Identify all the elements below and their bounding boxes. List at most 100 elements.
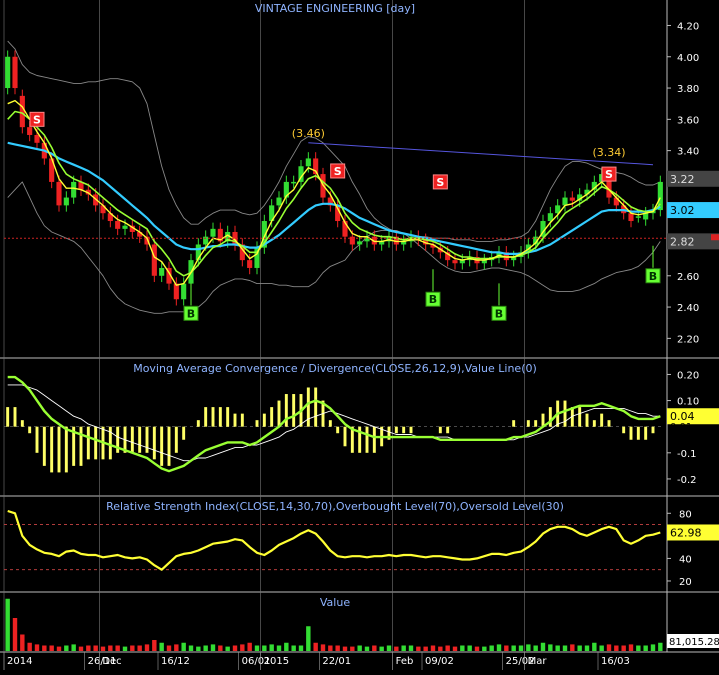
x-tick-label: 16/03 (601, 656, 630, 667)
buy-signal-marker[interactable]: B (183, 283, 199, 321)
volume-bar (570, 644, 575, 651)
price-tag-label: 2.82 (670, 235, 695, 248)
candle-body (49, 158, 55, 182)
volume-bar (196, 646, 201, 651)
candle-body (511, 257, 517, 261)
candle-body (606, 174, 612, 198)
candle-body (327, 197, 333, 206)
volume-bar (49, 645, 54, 651)
signal-box (491, 305, 507, 321)
candle-body (386, 236, 392, 242)
candle-body (555, 205, 561, 214)
candle-body (5, 56, 11, 89)
x-tick-label: Feb (396, 656, 414, 667)
volume-bar (188, 645, 194, 651)
macd-y-tick-label: 0.20 (677, 370, 699, 381)
macd-panel[interactable] (4, 375, 664, 473)
candle-body (122, 225, 128, 229)
price-y-tick-label: 3.60 (677, 115, 699, 126)
price-y-tick-label: 3.40 (677, 147, 699, 158)
volume-panel[interactable] (5, 598, 663, 651)
candle-body (533, 236, 539, 245)
candle-body (210, 228, 216, 237)
candle-body (635, 216, 641, 218)
rsi-panel[interactable] (4, 509, 664, 571)
candle-body (628, 213, 634, 222)
signal-letter: B (649, 270, 657, 283)
candle-body (166, 267, 172, 284)
candle-body (283, 181, 289, 198)
volume-bar (533, 645, 538, 651)
slow-moving-average-line (7, 141, 661, 255)
volume-bar (584, 645, 590, 651)
sell-signal-marker[interactable]: S (432, 174, 448, 190)
buy-signal-marker[interactable]: B (425, 269, 441, 307)
volume-panel-title: Value (320, 596, 350, 609)
candle-body (203, 236, 209, 245)
volume-bar (93, 645, 98, 651)
candle-body (547, 213, 553, 222)
candle-body (562, 197, 568, 206)
volume-bar (5, 598, 10, 651)
sell-signal-marker[interactable]: S (330, 163, 346, 179)
volume-bar (577, 645, 582, 651)
candle-body (540, 221, 546, 237)
volume-bar (328, 645, 333, 651)
volume-bar (64, 645, 69, 651)
volume-bar (56, 646, 62, 651)
price-panel[interactable]: (3.46) (3.34) S B S S B B S B (4, 40, 719, 321)
macd-panel-title: Moving Average Convergence / Divergence(… (133, 362, 537, 375)
volume-bar (166, 645, 172, 651)
sell-signal-marker[interactable]: S (29, 111, 45, 127)
candle-body (56, 181, 62, 206)
bollinger-lower-line (7, 181, 661, 314)
candle-body (569, 197, 575, 201)
macd-signal-line (7, 384, 661, 462)
resistance-trendline (308, 142, 654, 166)
sell-signal-marker[interactable]: S (601, 166, 617, 182)
volume-bar (416, 646, 421, 651)
volume-bar (181, 642, 186, 651)
volume-bar (643, 645, 648, 651)
volume-value-tag-label: 81,015.28 (669, 637, 719, 648)
volume-bar (474, 646, 480, 651)
macd-y-tick-label: -0.2 (677, 475, 697, 486)
candle-body (342, 221, 348, 237)
candle-body (12, 56, 18, 89)
volume-bar (203, 645, 208, 651)
price-panel-title: VINTAGE ENGINEERING [day] (255, 2, 415, 15)
price-y-tick-label: 3.80 (677, 84, 699, 95)
volume-bar (225, 646, 230, 651)
candle-body (357, 241, 363, 245)
candle-body (144, 236, 150, 245)
rsi-y-tick-label: 40 (679, 554, 692, 565)
candle-body (151, 244, 157, 276)
candle-body (129, 225, 135, 232)
volume-bar (144, 644, 150, 651)
buy-signal-marker[interactable]: B (491, 283, 507, 321)
candle-body (195, 244, 201, 261)
candle-body (71, 181, 77, 198)
volume-bar (430, 645, 436, 651)
candle-body (269, 205, 275, 222)
price-tag-label: 3.22 (670, 173, 695, 186)
volume-bar (100, 646, 106, 651)
x-tick-label: 2014 (7, 656, 32, 667)
volume-bar (460, 645, 465, 651)
bollinger-upper-line (7, 40, 661, 242)
volume-bar (34, 644, 40, 651)
rsi-y-tick-label: 80 (679, 509, 692, 520)
candle-body (584, 189, 590, 195)
candle-body (305, 158, 311, 167)
x-tick-label: 26/11 (88, 656, 117, 667)
candle-body (239, 244, 245, 261)
volume-bar (555, 645, 560, 651)
x-tick-label: Mar (528, 656, 548, 667)
rsi-panel-title: Relative Strength Index(CLOSE,14,30,70),… (106, 500, 564, 513)
volume-bar (621, 645, 626, 651)
volume-bar (372, 645, 377, 651)
peak-label: (3.34) (592, 146, 625, 159)
buy-signal-marker[interactable]: B (645, 245, 661, 284)
candle-body (173, 283, 179, 300)
